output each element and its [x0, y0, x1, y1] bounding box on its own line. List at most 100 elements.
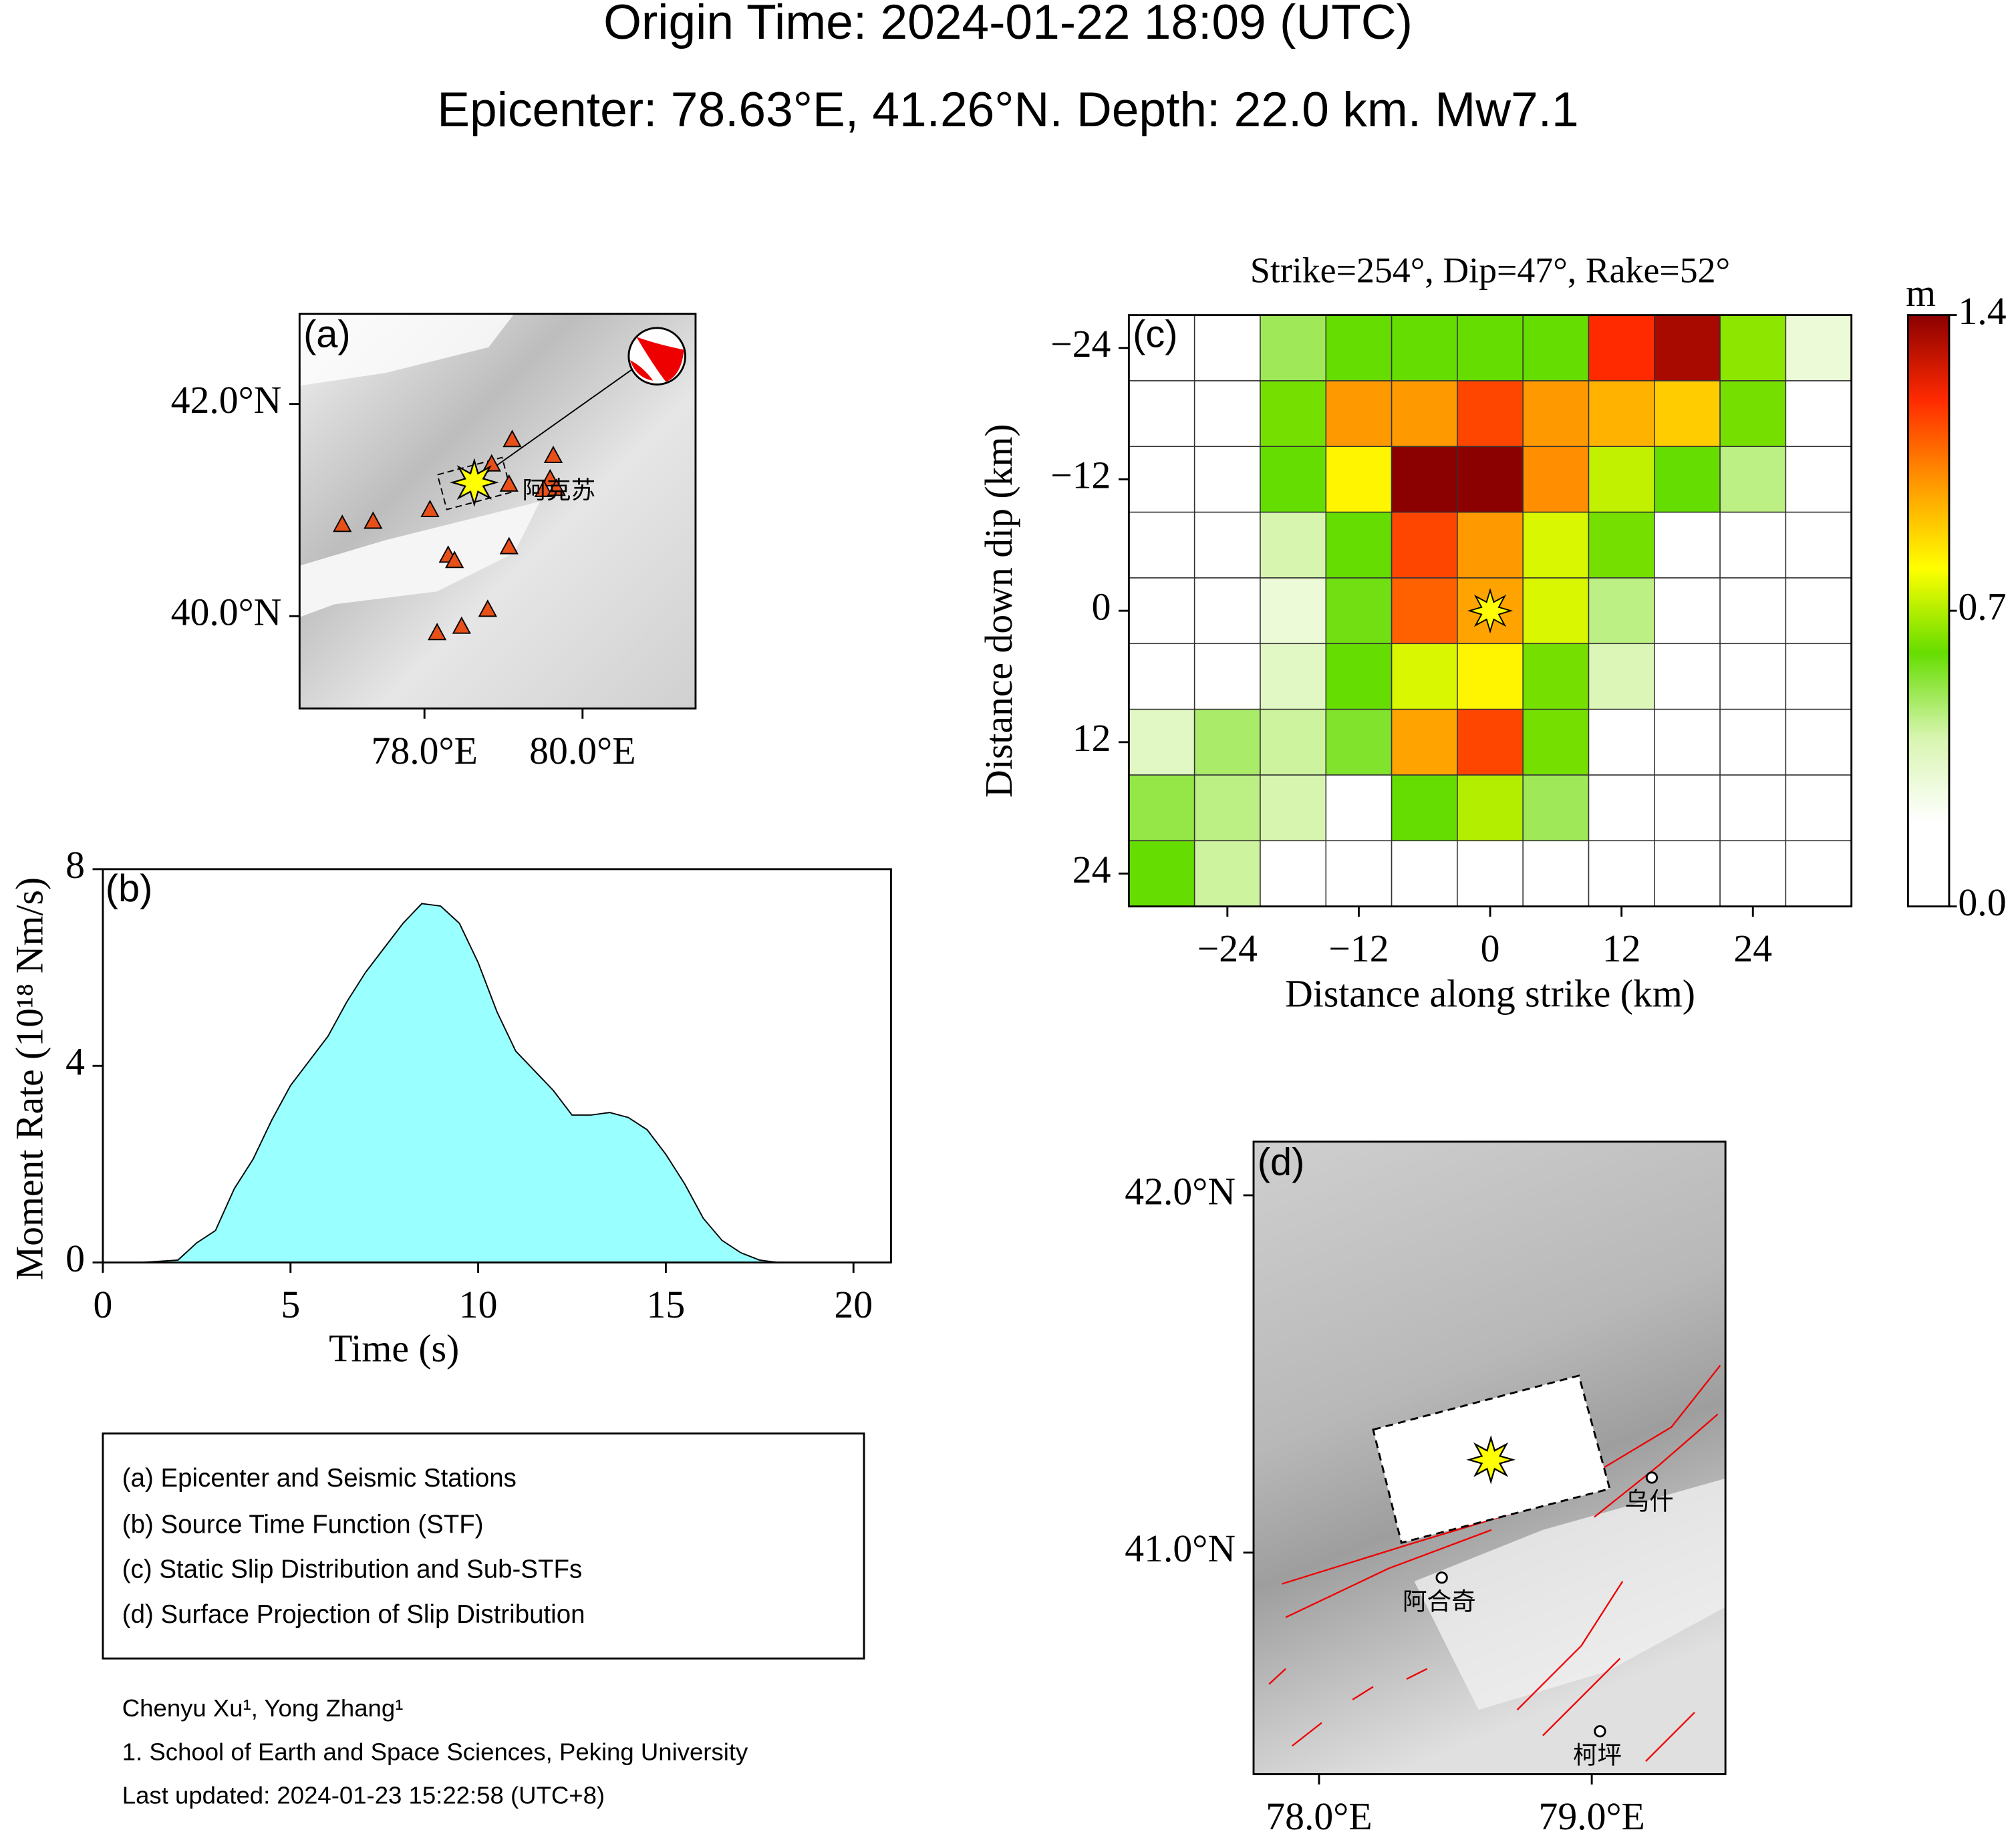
colorbar: [1906, 314, 1951, 908]
city: [1435, 1571, 1448, 1584]
slip-cell: [1457, 840, 1524, 907]
slip-cell: [1193, 840, 1261, 907]
legend-line: (b) Source Time Function (STF): [122, 1510, 484, 1539]
slip-cell: [1457, 708, 1524, 776]
slip-cell: [1785, 380, 1852, 448]
slip-cell: [1260, 643, 1327, 710]
slip-cell: [1260, 708, 1327, 776]
map-plain: [299, 313, 515, 386]
station: [478, 599, 497, 617]
slip-cell: [1522, 577, 1590, 645]
slip-cell: [1260, 446, 1327, 513]
slip-cell: [1522, 840, 1590, 907]
slip-cell: [1193, 511, 1261, 579]
y-tick-label: 8: [65, 845, 85, 887]
y-tick-label: 41.0°N: [1125, 1528, 1236, 1570]
city-label: 乌什: [1625, 1488, 1674, 1515]
y-tick-label: 42.0°N: [1125, 1171, 1236, 1213]
slip-cell: [1128, 446, 1195, 513]
slip-cell: [1128, 840, 1195, 907]
x-tick-label: −24: [1197, 928, 1258, 970]
colorbar-tick-label: 0.0: [1958, 882, 2006, 924]
city-label: 柯坪: [1573, 1741, 1622, 1769]
credit-line: Chenyu Xu¹, Yong Zhang¹: [122, 1694, 404, 1722]
x-tick-label: 10: [459, 1284, 498, 1326]
slip-cell: [1325, 314, 1393, 381]
colorbar-tick-label: 1.4: [1958, 291, 2006, 333]
x-tick-label: 20: [834, 1284, 873, 1326]
slip-cell: [1588, 840, 1655, 907]
legend-lines: (a) Epicenter and Seismic Stations (b) S…: [122, 1464, 585, 1629]
slip-cell: [1260, 314, 1327, 381]
x-tick-label: 15: [647, 1284, 686, 1326]
y-axis-label: Moment Rate (10¹⁸ Nm/s): [9, 877, 51, 1280]
y-tick-label: 42.0°N: [171, 379, 282, 422]
fault: [1645, 1712, 1695, 1763]
beachball-lobes: [629, 337, 684, 382]
y-tick-label: 4: [65, 1042, 85, 1084]
panel-label: (a): [303, 313, 351, 356]
slip-cell: [1193, 708, 1261, 776]
slip-cell: [1785, 840, 1852, 907]
plot-frame: [298, 313, 697, 710]
title: Origin Time: 2024-01-22 18:09 (UTC): [603, 0, 1413, 49]
slip-cell: [1522, 380, 1590, 448]
beachball-leader: [481, 368, 633, 476]
slip-cell: [1522, 511, 1590, 579]
station: [543, 445, 563, 464]
slip-cell: [1391, 840, 1458, 907]
slip-cell: [1785, 577, 1852, 645]
slip-cell: [1654, 314, 1721, 381]
slip-cell: [1193, 380, 1261, 448]
x-tick-label: 24: [1733, 928, 1772, 970]
city: [1594, 1725, 1606, 1738]
station: [499, 537, 519, 555]
slip-cell: [1522, 446, 1590, 513]
slip-cell: [1260, 577, 1327, 645]
station: [499, 474, 519, 492]
x-tick-label: 0: [1481, 928, 1500, 970]
x-tick-label: −12: [1328, 928, 1389, 970]
map-terrain: [299, 313, 696, 709]
slip-cell: [1457, 643, 1524, 710]
slip-cell: [1654, 643, 1721, 710]
slip-cell: [1785, 446, 1852, 513]
station: [547, 478, 566, 496]
slip-cell: [1325, 840, 1393, 907]
slip-cell: [1719, 708, 1787, 776]
slip-cell: [1193, 774, 1261, 842]
stf-fill: [102, 903, 854, 1263]
chart-title: Strike=254°, Dip=47°, Rake=52°: [1250, 250, 1730, 290]
legend-line: (a) Epicenter and Seismic Stations: [122, 1464, 517, 1493]
slip-cell: [1325, 511, 1393, 579]
x-tick-label: 12: [1602, 928, 1641, 970]
slip-cell: [1193, 577, 1261, 645]
slip-cell: [1391, 380, 1458, 448]
slip-cell: [1457, 774, 1524, 842]
panel-label: (c): [1133, 313, 1177, 356]
station: [364, 511, 383, 529]
fault: [1516, 1581, 1624, 1711]
slip-cell: [1325, 446, 1393, 513]
slip-cell: [1654, 840, 1721, 907]
fault: [1406, 1668, 1428, 1680]
slip-cell: [1719, 840, 1787, 907]
fault: [1594, 1413, 1719, 1518]
slip-cell: [1391, 774, 1458, 842]
station: [541, 468, 560, 486]
slip-cell: [1719, 774, 1787, 842]
y-tick-label: 0: [1092, 586, 1111, 628]
station: [428, 623, 447, 641]
slip-cell: [1325, 774, 1393, 842]
x-tick-label: 78.0°E: [1266, 1796, 1372, 1836]
y-tick-label: −12: [1050, 455, 1111, 497]
x-tick-label: 0: [93, 1284, 112, 1326]
slip-cell: [1260, 511, 1327, 579]
hypocenter: [1467, 588, 1514, 634]
slip-cell: [1128, 643, 1195, 710]
credit-line: 1. School of Earth and Space Sciences, P…: [122, 1738, 748, 1765]
slip-cell: [1654, 446, 1721, 513]
slip-cell: [1128, 774, 1195, 842]
x-tick-label: 5: [281, 1284, 300, 1326]
slip-cell: [1719, 380, 1787, 448]
